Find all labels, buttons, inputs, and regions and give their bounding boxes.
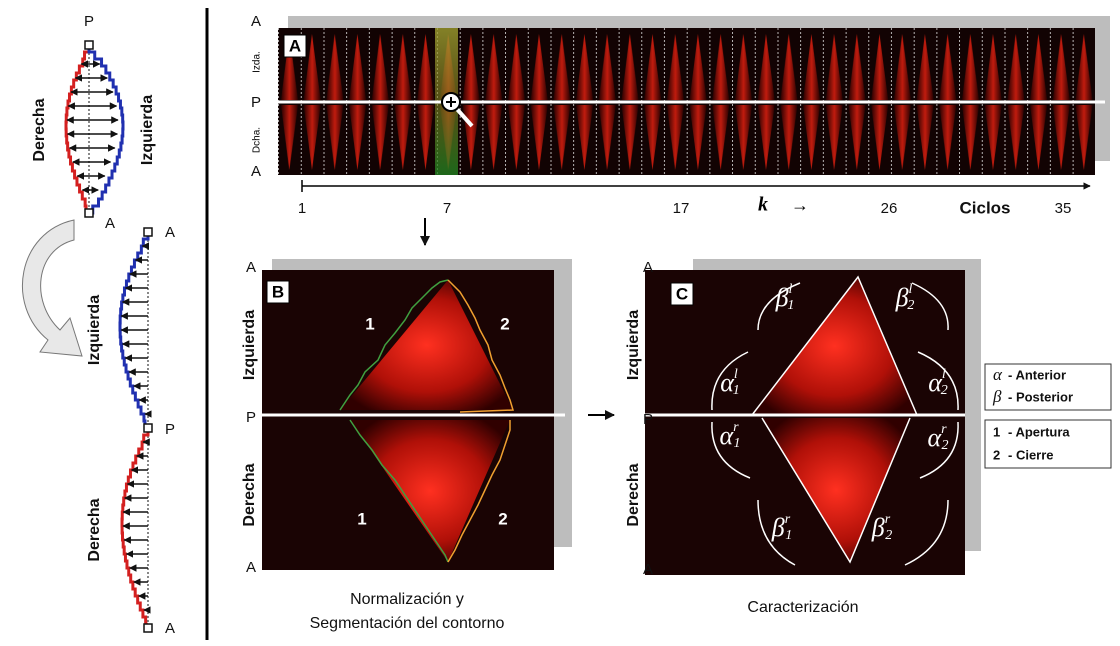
legend-symbol: α	[993, 365, 1003, 384]
angle-symbol: β	[771, 513, 785, 542]
side-label: A	[251, 13, 261, 30]
panel-b: B 1 2 1 2 A P A Izquierda Derecha Normal…	[241, 259, 614, 632]
angle-sup: l	[789, 282, 793, 297]
legend-text: - Posterior	[1008, 389, 1073, 404]
right-contour	[122, 428, 148, 628]
side-label: A	[643, 259, 653, 276]
side-label: Derecha	[241, 463, 258, 526]
segment-label: 2	[498, 509, 507, 528]
left-contour	[89, 45, 123, 213]
angle-sup: l	[734, 367, 738, 382]
angle-sup: r	[941, 422, 947, 437]
side-label: A	[246, 259, 256, 276]
page: P A Derecha Izquierda A P A Izquierda De…	[0, 0, 1120, 646]
legend: α - Anterior β - Posterior 1 - Apertura 2 - Cie…	[985, 364, 1111, 468]
figure: P A Derecha Izquierda A P A Izquierda De…	[0, 0, 1120, 646]
angle-sub: 1	[787, 298, 794, 313]
segment-label: 1	[365, 314, 374, 333]
legend-symbol: 2	[993, 447, 1000, 462]
side-label: Izquierda	[86, 295, 103, 365]
side-label: Derecha	[86, 498, 103, 561]
p-label: P	[165, 421, 175, 438]
side-label: Izquierda	[625, 310, 642, 380]
p-marker	[144, 424, 152, 432]
angle-sub: 2	[885, 528, 892, 543]
a-label: A	[165, 224, 175, 241]
panel-c: C βl1βl2αl1αl2αr1αr2βr1βr2 A P A Izquier…	[625, 259, 981, 616]
side-label: Izquierda	[241, 310, 258, 380]
side-label: P	[643, 411, 653, 428]
right-contour	[66, 45, 89, 213]
a-marker	[144, 624, 152, 632]
a-label: A	[165, 620, 175, 637]
segment-label: 2	[500, 314, 509, 333]
angle-symbol: β	[871, 513, 885, 542]
panel-letter: C	[676, 284, 688, 303]
angle-sup: r	[885, 512, 891, 527]
side-label: A	[251, 163, 261, 180]
legend-text: - Apertura	[1008, 424, 1070, 439]
angle-sup: r	[733, 420, 739, 435]
a-marker	[144, 228, 152, 236]
p-label: P	[84, 13, 94, 30]
transform-arrow	[22, 220, 82, 356]
tick-label: 17	[673, 200, 690, 217]
tick-label: 1	[298, 200, 306, 217]
a-marker	[85, 209, 93, 217]
angle-sup: l	[909, 282, 913, 297]
k-arrow: →	[791, 195, 809, 215]
axis-label: Ciclos	[959, 198, 1010, 217]
legend-text: - Cierre	[1008, 447, 1054, 462]
legend-text: - Anterior	[1008, 367, 1066, 382]
side-label: A	[643, 561, 653, 578]
caption: Segmentación del contorno	[310, 615, 505, 632]
panel-letter: B	[272, 282, 284, 301]
angle-sub: 2	[942, 438, 949, 453]
angle-sub: 1	[734, 436, 741, 451]
segment-label: 1	[357, 509, 366, 528]
contour-schematic: P A Derecha Izquierda A P A Izquierda De…	[22, 13, 175, 637]
angle-sub: 2	[941, 383, 948, 398]
legend-symbol: 1	[993, 424, 1000, 439]
angle-sub: 2	[907, 298, 914, 313]
angle-sup: r	[785, 512, 791, 527]
angle-sub: 1	[733, 383, 740, 398]
side-label: Derecha	[31, 98, 48, 161]
k-label: k	[758, 194, 768, 216]
panel-letter: A	[289, 36, 301, 55]
side-label: Izda.	[252, 51, 263, 73]
side-label: Dcha.	[252, 127, 263, 153]
p-marker	[85, 41, 93, 49]
side-label: P	[251, 94, 261, 111]
legend-symbol: β	[992, 387, 1002, 406]
side-label: Izquierda	[139, 95, 156, 165]
side-label: P	[246, 409, 256, 426]
angle-sub: 1	[785, 528, 792, 543]
angle-label: αl2	[928, 367, 948, 398]
tick-label: 7	[443, 200, 451, 217]
angle-sup: l	[942, 367, 946, 382]
caption: Caracterización	[747, 599, 858, 616]
side-label: A	[246, 559, 256, 576]
tick-label: 35	[1055, 200, 1072, 217]
a-label: A	[105, 215, 115, 232]
side-label: Derecha	[625, 463, 642, 526]
panel-a: A A P A Izda. Dcha. 1 7 17 26 35 k → Cic…	[251, 13, 1110, 245]
caption: Normalización y	[350, 591, 464, 608]
tick-label: 26	[881, 200, 898, 217]
